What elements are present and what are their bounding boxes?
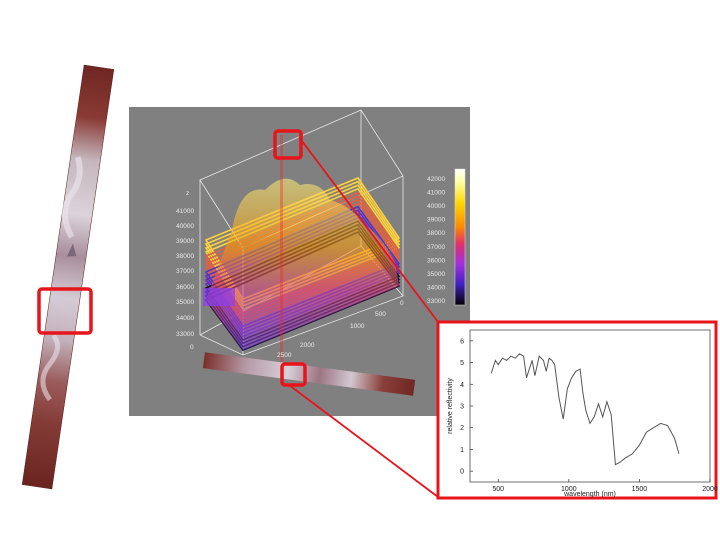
front-tick: 0 <box>190 344 194 351</box>
z-axis-ticks: 41000 40000 39000 38000 37000 36000 3500… <box>176 208 194 338</box>
image-strip-vertical <box>21 64 115 490</box>
colorbar-ticks: 42000 41000 40000 39000 38000 37000 36000 35000… <box>427 176 445 305</box>
z-axis-label: z <box>186 190 189 197</box>
colorbar-tick: 36000 <box>427 257 445 264</box>
depth-tick: 500 <box>375 311 386 318</box>
spectrum-xlabel: wavelength (nm) <box>563 491 616 498</box>
z-tick: 34000 <box>176 315 194 322</box>
cube-surface <box>206 178 399 350</box>
y-tick-label: 1 <box>460 447 464 454</box>
spectrum-panel: 500 1000 1500 2000 0 1 2 3 4 5 6 wavelength (nm) r… <box>436 320 718 500</box>
front-tick: 2000 <box>300 342 315 349</box>
colorbar-tick: 34000 <box>427 284 445 291</box>
y-tick-label: 2 <box>460 425 464 432</box>
colorbar-tick: 39000 <box>427 217 445 224</box>
z-tick: 39000 <box>176 238 194 245</box>
x-tick-label: 2000 <box>702 486 718 493</box>
colorbar-tick: 40000 <box>427 203 445 210</box>
z-tick: 40000 <box>176 223 194 230</box>
z-tick: 36000 <box>176 284 194 291</box>
depth-tick: 0 <box>400 300 404 307</box>
cube-side-face <box>203 288 235 306</box>
x-tick-label: 1500 <box>632 486 648 493</box>
x-tick-label: 1000 <box>561 486 577 493</box>
colorbar-tick: 38000 <box>427 230 445 237</box>
y-tick-label: 4 <box>460 382 464 389</box>
colorbar-tick: 41000 <box>427 190 445 197</box>
cube-pixel-column <box>280 135 283 365</box>
z-tick: 41000 <box>176 208 194 215</box>
colorbar-tick: 35000 <box>427 271 445 278</box>
depth-tick: 1000 <box>350 323 365 330</box>
image-strip-horizontal <box>202 352 416 396</box>
spectrum-ylabel: relative reflectivity <box>447 378 454 434</box>
front-tick: 2500 <box>277 352 292 359</box>
z-tick: 33000 <box>176 331 194 338</box>
colorbar-tick: 37000 <box>427 244 445 251</box>
z-tick: 35000 <box>176 299 194 306</box>
strip-highlight-box <box>37 287 93 335</box>
y-tick-label: 6 <box>460 338 464 345</box>
spectrum-axes: 500 1000 1500 2000 0 1 2 3 4 5 6 <box>460 338 718 493</box>
colorbar: 42000 41000 40000 39000 38000 37000 36000 35000… <box>427 168 466 306</box>
spectrum-line <box>490 353 680 466</box>
y-tick-label: 0 <box>460 469 464 476</box>
z-tick: 38000 <box>176 253 194 260</box>
y-tick-label: 3 <box>460 404 464 411</box>
x-tick-label: 500 <box>492 486 504 493</box>
colorbar-tick: 33000 <box>427 298 445 305</box>
cube-bottom-highlight-box <box>280 362 307 387</box>
cube-top-highlight-box <box>273 129 303 160</box>
z-tick: 37000 <box>176 268 194 275</box>
y-tick-label: 5 <box>460 360 464 367</box>
colorbar-tick: 42000 <box>427 176 445 183</box>
cube-slices <box>203 177 401 351</box>
connector-lines <box>288 136 439 498</box>
